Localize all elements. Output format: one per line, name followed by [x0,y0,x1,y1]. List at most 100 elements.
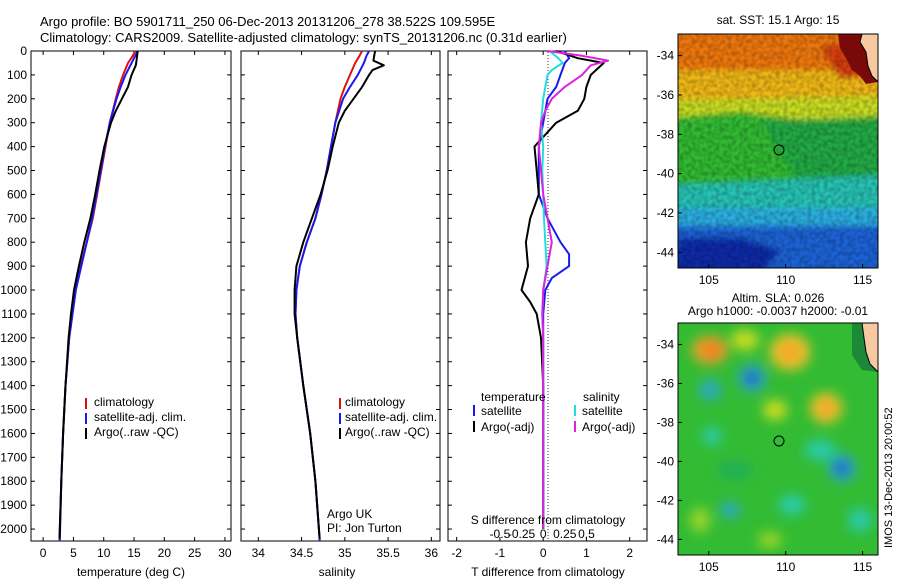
difference-legend-temperature-heading: temperature [481,390,546,404]
xtick-label: 35.5 [376,546,400,560]
ytick-label: 1300 [0,355,27,369]
ytick-label: 1000 [0,283,27,297]
series-line [537,50,610,529]
salinity-legend-sat: satellite-adj. clim. [345,410,437,424]
xtick-top-label: 0.25 [553,527,577,541]
salinity-legend-argo: Argo(..raw -QC) [345,425,430,439]
map-xtick-label: 105 [699,273,719,287]
map-ytick-label: -42 [657,206,675,220]
temperature-legend-clim: climatology [94,395,154,409]
temperature-axes-frame [30,50,232,542]
map-ytick-label: -38 [657,415,675,429]
sla-map-frame [677,322,879,556]
series-line [520,50,605,529]
map-xtick-label: 115 [853,273,872,287]
xtick-label: 34 [252,546,266,560]
ytick-label: 300 [7,116,27,130]
difference-top-xlabel: S difference from climatology [471,513,626,527]
temperature-legend-argo: Argo(..raw -QC) [94,425,179,439]
map-ytick-label: -40 [657,454,675,468]
ytick-label: 1200 [0,331,27,345]
temperature-ticks: 0100200300400500600700800900100011001200… [0,44,232,560]
map-ytick-label: -42 [657,493,675,507]
temperature-series [58,50,139,542]
map-xtick-label: 115 [853,560,872,574]
imos-timestamp: IMOS 13-Dec-2013 20:00:52 [883,407,895,548]
difference-ticks: -2 -1 0 1 2 -0.5-0.25 0 0.25 0.5 [448,50,647,560]
xtick-top-label: 0 [540,527,547,541]
xtick-label: 20 [158,546,172,560]
land-sst [859,34,878,83]
xtick-label: -2 [451,546,462,560]
ytick-label: 2000 [0,522,27,536]
salinity-axes-frame [240,50,441,542]
xtick-label: 34.5 [290,546,314,560]
ytick-label: 600 [7,187,27,201]
temperature-legend: climatology satellite-adj. clim. Argo(..… [85,395,186,439]
difference-panel: -2 -1 0 1 2 -0.5-0.25 0 0.25 0.5 T difference fr… [447,50,648,579]
sla-map-subtitle: Argo h1000: -0.0037 h2000: -0.01 [688,304,868,318]
ytick-label: 100 [7,68,27,82]
xtick-top-label: -0.25 [508,527,536,541]
xtick-label: -1 [495,546,506,560]
ytick-label: 1700 [0,450,27,464]
difference-axes-frame [447,50,648,542]
ytick-label: 1400 [0,379,27,393]
figure-title-line1: Argo profile: BO 5901711_250 06-Dec-2013… [40,14,496,29]
map-ytick-label: -44 [657,532,675,546]
temperature-xlabel: temperature (deg C) [77,565,185,579]
ytick-label: 0 [20,44,27,58]
ytick-label: 400 [7,140,27,154]
ytick-label: 1800 [0,474,27,488]
map-xtick-label: 110 [776,273,795,287]
xtick-label: 10 [97,546,111,560]
sst-map-ticks: 105 110 115 -34 -36 -38 -40 -42 -44 [657,49,873,287]
xtick-label: 0 [540,546,547,560]
xtick-label: 1 [583,546,590,560]
argo-pi-note: PI: Jon Turton [327,521,402,535]
xtick-top-label: -0.5 [490,527,511,541]
difference-legend-s-argo: Argo(-adj) [582,420,635,434]
ytick-label: 900 [7,259,27,273]
sst-field [678,34,878,268]
temperature-panel: 0100200300400500600700800900100011001200… [0,44,232,579]
sst-map-title: sat. SST: 15.1 Argo: 15 [717,13,840,27]
map-ytick-label: -34 [657,49,675,63]
sst-map-frame [677,33,879,269]
sla-map-ticks: 105 110 115 -34 -36 -38 -40 -42 -44 [657,337,873,574]
difference-series [520,50,610,529]
series-line [58,50,139,539]
salinity-series [293,50,385,542]
temperature-legend-sat: satellite-adj. clim. [94,410,186,424]
difference-xlabel: T difference from climatology [471,565,625,579]
land-sla [861,323,878,373]
xtick-label: 36 [425,546,439,560]
salinity-legend-clim: climatology [345,395,405,409]
map-ytick-label: -36 [657,88,675,102]
difference-legend-t-sat: satellite [481,404,522,418]
map-ytick-label: -44 [657,245,675,259]
salinity-panel: 34 34.5 35 35.5 36 salinity climatology sate… [240,50,441,579]
map-xtick-label: 105 [699,560,719,574]
argo-program-note: Argo UK [327,507,372,521]
ytick-label: 200 [7,92,27,106]
xtick-label: 2 [626,546,633,560]
difference-legend-s-sat: satellite [582,404,623,418]
sst-map-panel: sat. SST: 15.1 Argo: 15 105 110 115 -34 -36 -… [657,13,879,287]
map-xtick-label: 110 [776,560,795,574]
ytick-label: 1100 [1,307,27,321]
sla-argo-location-marker [773,435,785,447]
xtick-label: 15 [127,546,141,560]
ytick-label: 1500 [0,403,27,417]
xtick-label: 5 [70,546,77,560]
xtick-label: 0 [40,546,47,560]
ytick-label: 700 [7,211,27,225]
map-ytick-label: -38 [657,127,675,141]
difference-legend-salinity-heading: salinity [583,390,620,404]
xtick-label: 35 [338,546,352,560]
sla-map-title: Altim. SLA: 0.026 [732,291,825,305]
salinity-ticks: 34 34.5 35 35.5 36 [241,50,440,560]
map-ytick-label: -40 [657,167,675,181]
ytick-label: 1600 [0,426,27,440]
